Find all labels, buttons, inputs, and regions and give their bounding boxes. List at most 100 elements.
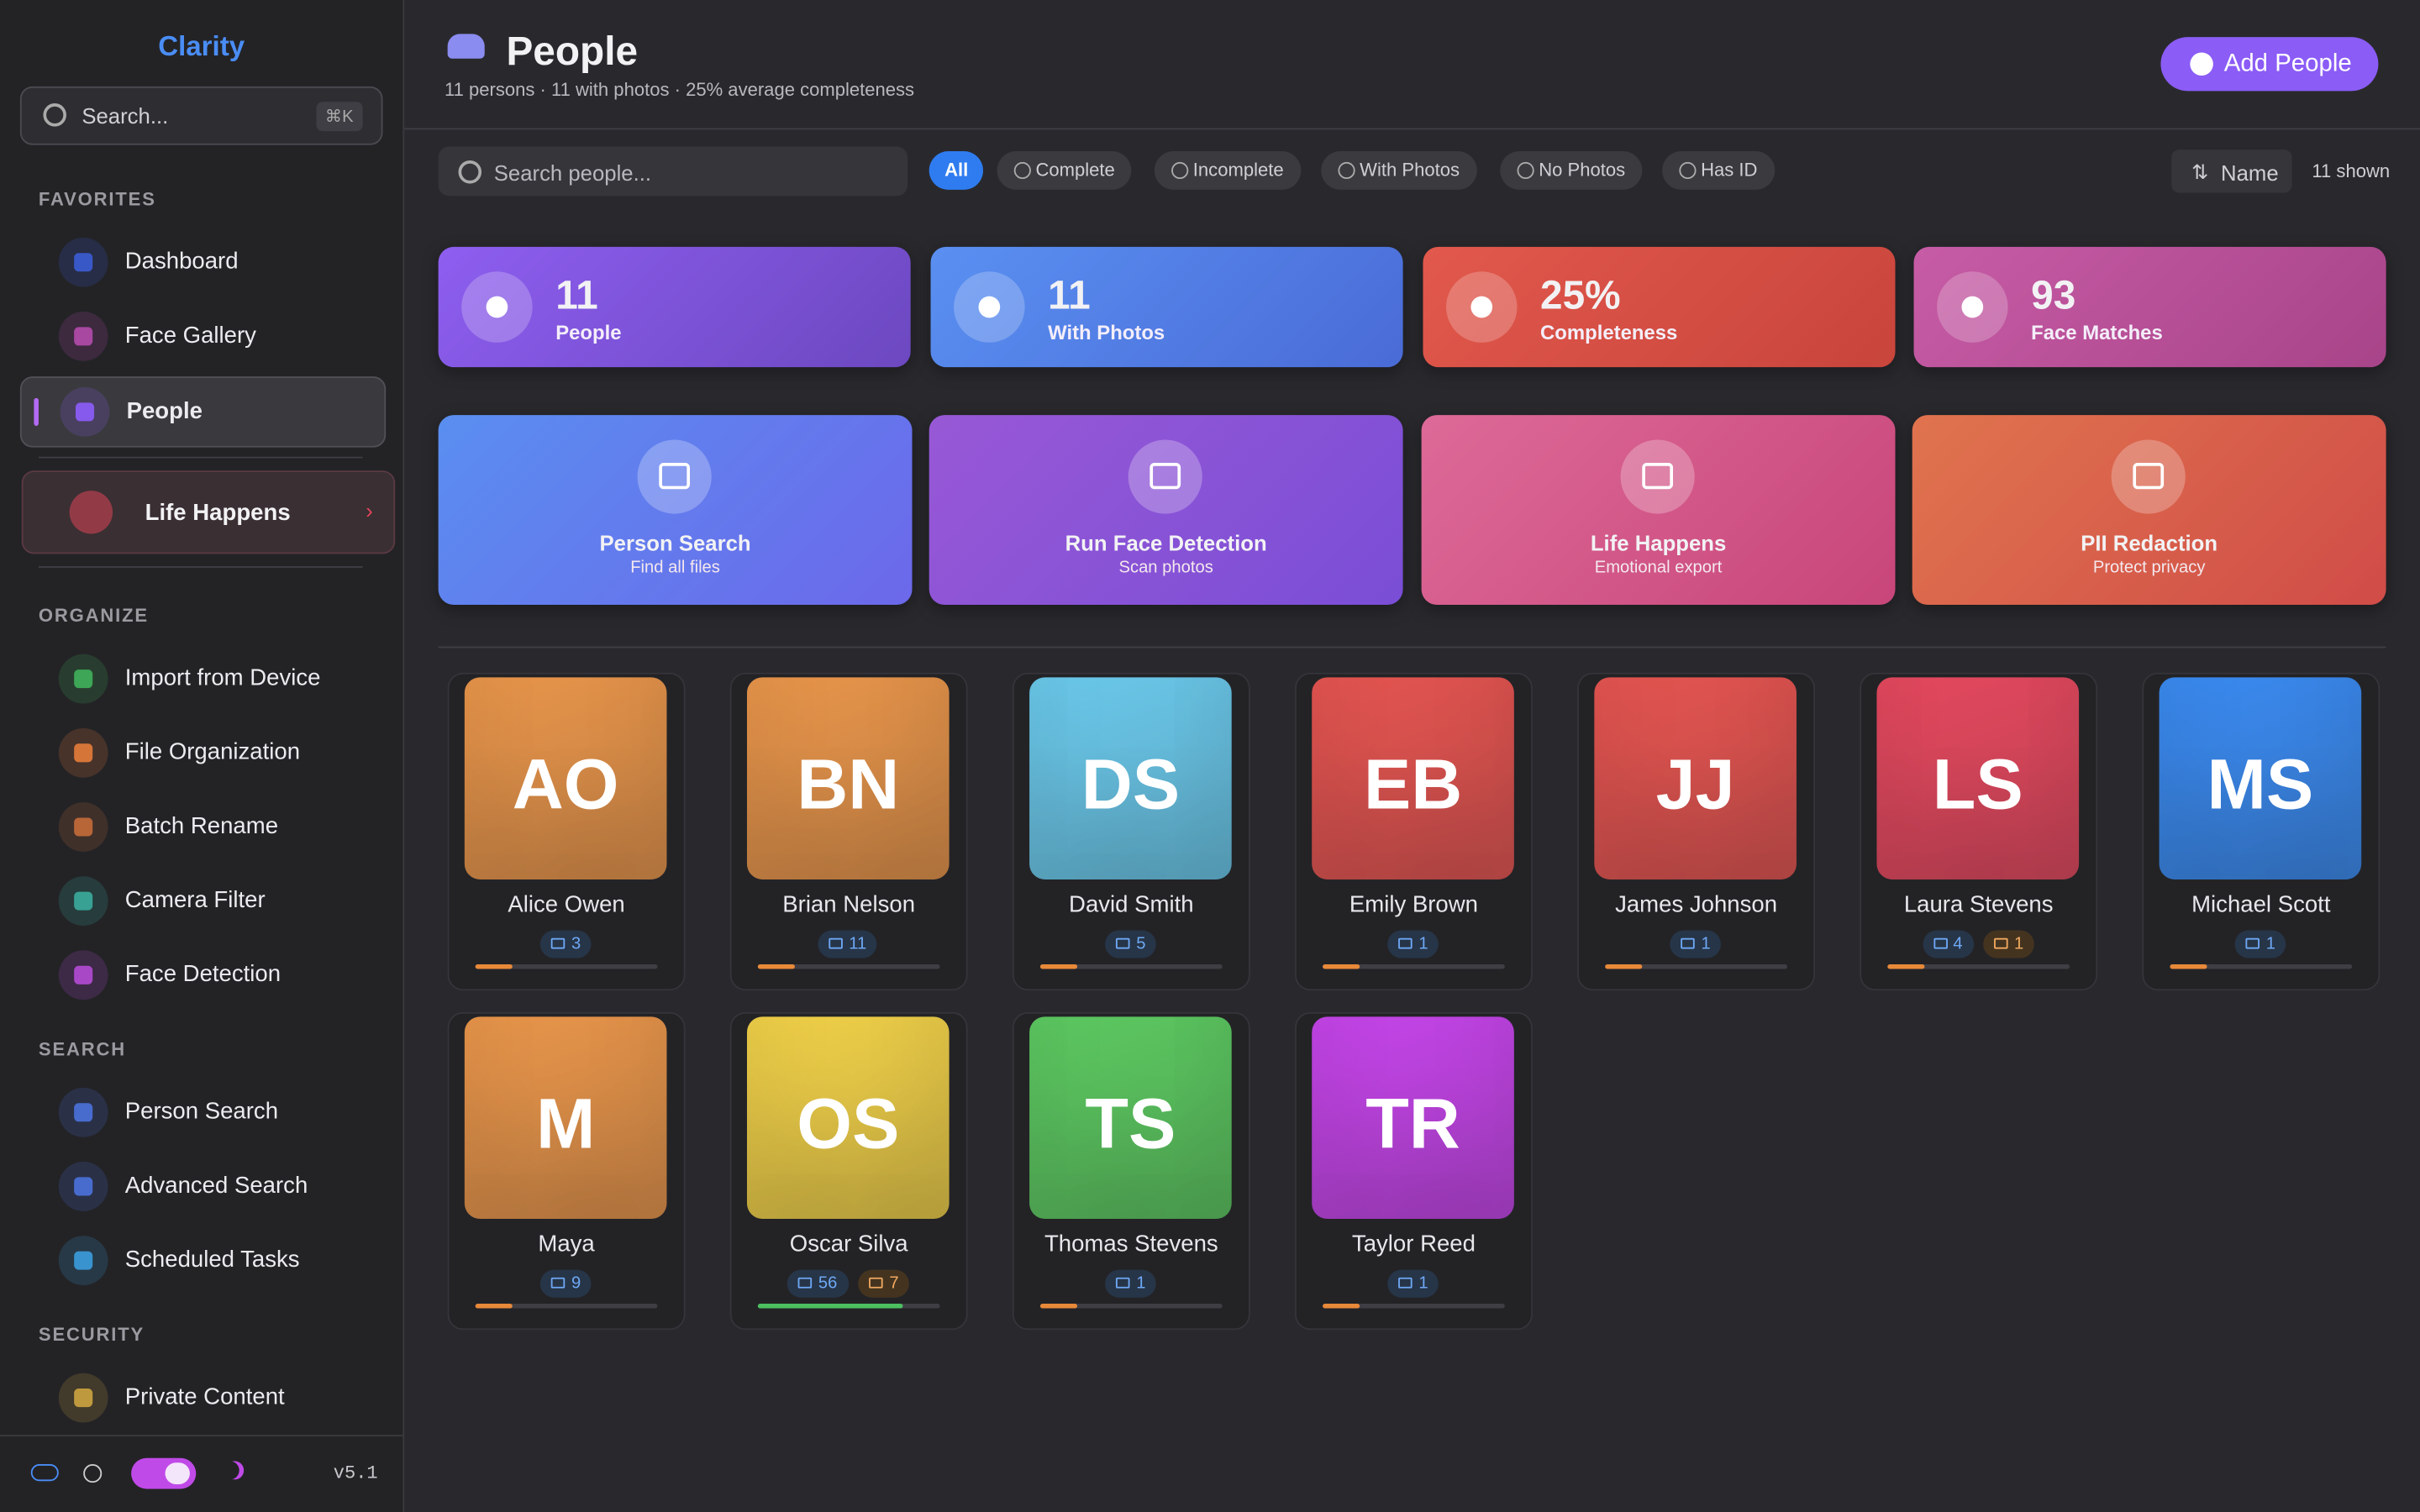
- nav-icon: [60, 387, 110, 437]
- stat-card[interactable]: 93 Face Matches: [1913, 246, 2386, 368]
- nav-item[interactable]: Advanced Search: [20, 1152, 383, 1221]
- section-title[interactable]: FAVORITES: [38, 188, 156, 210]
- search-icon: [458, 160, 482, 184]
- person-card[interactable]: AO Alice Owen 3: [447, 672, 686, 991]
- nav-label: Import from Device: [124, 664, 321, 691]
- filter-chip[interactable]: With Photos: [1321, 151, 1477, 190]
- initials: BN: [797, 743, 900, 824]
- search-box[interactable]: Search... ⌘K: [19, 86, 383, 145]
- avatar: M: [464, 1016, 667, 1220]
- progress-track: [757, 963, 940, 969]
- search-placeholder: Search people...: [493, 160, 652, 186]
- badge-count: 5: [1136, 935, 1146, 954]
- nav-item[interactable]: Import from Device: [20, 645, 383, 713]
- filter-chip[interactable]: No Photos: [1500, 151, 1643, 190]
- shortcut: ⌘K: [315, 102, 363, 132]
- person-card[interactable]: JJ James Johnson 1: [1577, 672, 1816, 991]
- badge-count: 1: [2265, 935, 2276, 954]
- action-card[interactable]: Life Happens Emotional export: [1421, 415, 1896, 606]
- section-title[interactable]: ORGANIZE: [38, 605, 149, 627]
- stat-label: People: [555, 321, 622, 344]
- progress-fill: [1039, 1304, 1077, 1309]
- action-title: Life Happens: [1590, 530, 1727, 556]
- avatar: TS: [1029, 1016, 1232, 1220]
- theme-toggle[interactable]: [131, 1457, 197, 1489]
- action-card[interactable]: PII Redaction Protect privacy: [1912, 415, 2386, 606]
- filter-chip[interactable]: All: [929, 151, 984, 190]
- people-search[interactable]: Search people...: [438, 146, 908, 197]
- progress-track: [1323, 963, 1505, 969]
- person-card[interactable]: M Maya 9: [447, 1011, 686, 1331]
- nav-item[interactable]: Batch Rename: [20, 793, 383, 861]
- nav-label: Face Gallery: [124, 322, 256, 349]
- sort-icon: ⇅: [2191, 160, 2209, 184]
- nav-item[interactable]: File Organization: [20, 719, 383, 787]
- sidebar: Clarity Search... ⌘K FAVORITES Dashboard Face…: [0, 0, 405, 1512]
- photo-count: 56: [787, 1269, 849, 1298]
- nav-icon: [58, 876, 108, 927]
- nav-item[interactable]: Face Detection: [20, 941, 383, 1009]
- progress-fill: [475, 963, 513, 969]
- moon-icon[interactable]: [225, 1461, 244, 1479]
- sort-button[interactable]: ⇅ Name: [2171, 150, 2292, 193]
- id-count: 1: [1983, 930, 2035, 958]
- divider: [38, 566, 363, 568]
- section-title[interactable]: SEARCH: [38, 1038, 127, 1060]
- person-card[interactable]: BN Brian Nelson 11: [729, 672, 968, 991]
- nav-item[interactable]: Camera Filter: [20, 867, 383, 935]
- person-name: Alice Owen: [508, 891, 625, 918]
- action-icon: [637, 439, 712, 514]
- nav-icon: [58, 1373, 108, 1423]
- action-card[interactable]: Run Face Detection Scan photos: [929, 415, 1403, 606]
- stat-card[interactable]: 11 With Photos: [930, 246, 1403, 368]
- cloud-icon[interactable]: [30, 1464, 59, 1482]
- photo-count: 1: [2235, 930, 2286, 958]
- add-button[interactable]: Add People: [2160, 37, 2379, 92]
- nav-item[interactable]: Person Search: [20, 1079, 383, 1147]
- nav-label: Camera Filter: [124, 887, 266, 914]
- brand[interactable]: Clarity: [158, 30, 245, 62]
- progress-track: [1887, 963, 2070, 969]
- filter-chip[interactable]: Incomplete: [1154, 151, 1301, 190]
- stat-value: 93: [2031, 271, 2076, 318]
- photo-count: 1: [1105, 1269, 1157, 1298]
- nav-item[interactable]: Face Gallery: [20, 302, 383, 370]
- person-card[interactable]: TR Taylor Reed 1: [1295, 1011, 1533, 1331]
- featured-item[interactable]: Life Happens ›: [21, 470, 396, 554]
- badge-count: 9: [571, 1274, 581, 1294]
- progress-track: [1605, 963, 1787, 969]
- person-card[interactable]: TS Thomas Stevens 1: [1012, 1011, 1250, 1331]
- person-card[interactable]: EB Emily Brown 1: [1295, 672, 1533, 991]
- stat-card[interactable]: 25% Completeness: [1423, 246, 1896, 368]
- nav-item[interactable]: People: [19, 376, 387, 448]
- nav-label: Scheduled Tasks: [124, 1247, 300, 1273]
- nav-icon: [58, 654, 108, 704]
- progress-track: [1323, 1304, 1505, 1309]
- person-card[interactable]: MS Michael Scott 1: [2142, 672, 2381, 991]
- action-card[interactable]: Person Search Find all files: [438, 415, 913, 606]
- sun-icon[interactable]: [83, 1464, 103, 1483]
- badge-count: 4: [1953, 935, 1963, 954]
- person-card[interactable]: LS Laura Stevens 4 1: [1860, 672, 2098, 991]
- nav-item[interactable]: Scheduled Tasks: [20, 1226, 383, 1294]
- section-title[interactable]: SECURITY: [38, 1323, 145, 1346]
- avatar: OS: [746, 1016, 950, 1220]
- nav-item[interactable]: Private Content: [20, 1364, 383, 1432]
- active-bar: [34, 397, 39, 426]
- person-name: Brian Nelson: [782, 891, 916, 918]
- badge-count: 1: [1136, 1274, 1146, 1294]
- initials: TR: [1365, 1083, 1460, 1163]
- person-name: Michael Scott: [2191, 891, 2331, 918]
- avatar: MS: [2159, 677, 2362, 879]
- progress-track: [475, 963, 658, 969]
- filter-chip[interactable]: Complete: [997, 151, 1132, 190]
- avatar: BN: [746, 677, 950, 879]
- person-card[interactable]: OS Oscar Silva 56 7: [729, 1011, 968, 1331]
- stat-card[interactable]: 11 People: [438, 246, 911, 368]
- person-card[interactable]: DS David Smith 5: [1012, 672, 1250, 991]
- nav-item[interactable]: Dashboard: [20, 228, 383, 297]
- chevron: ›: [366, 498, 373, 523]
- nav-label: Batch Rename: [124, 812, 279, 840]
- filter-chip[interactable]: Has ID: [1662, 151, 1775, 190]
- filter-label: Incomplete: [1192, 159, 1284, 181]
